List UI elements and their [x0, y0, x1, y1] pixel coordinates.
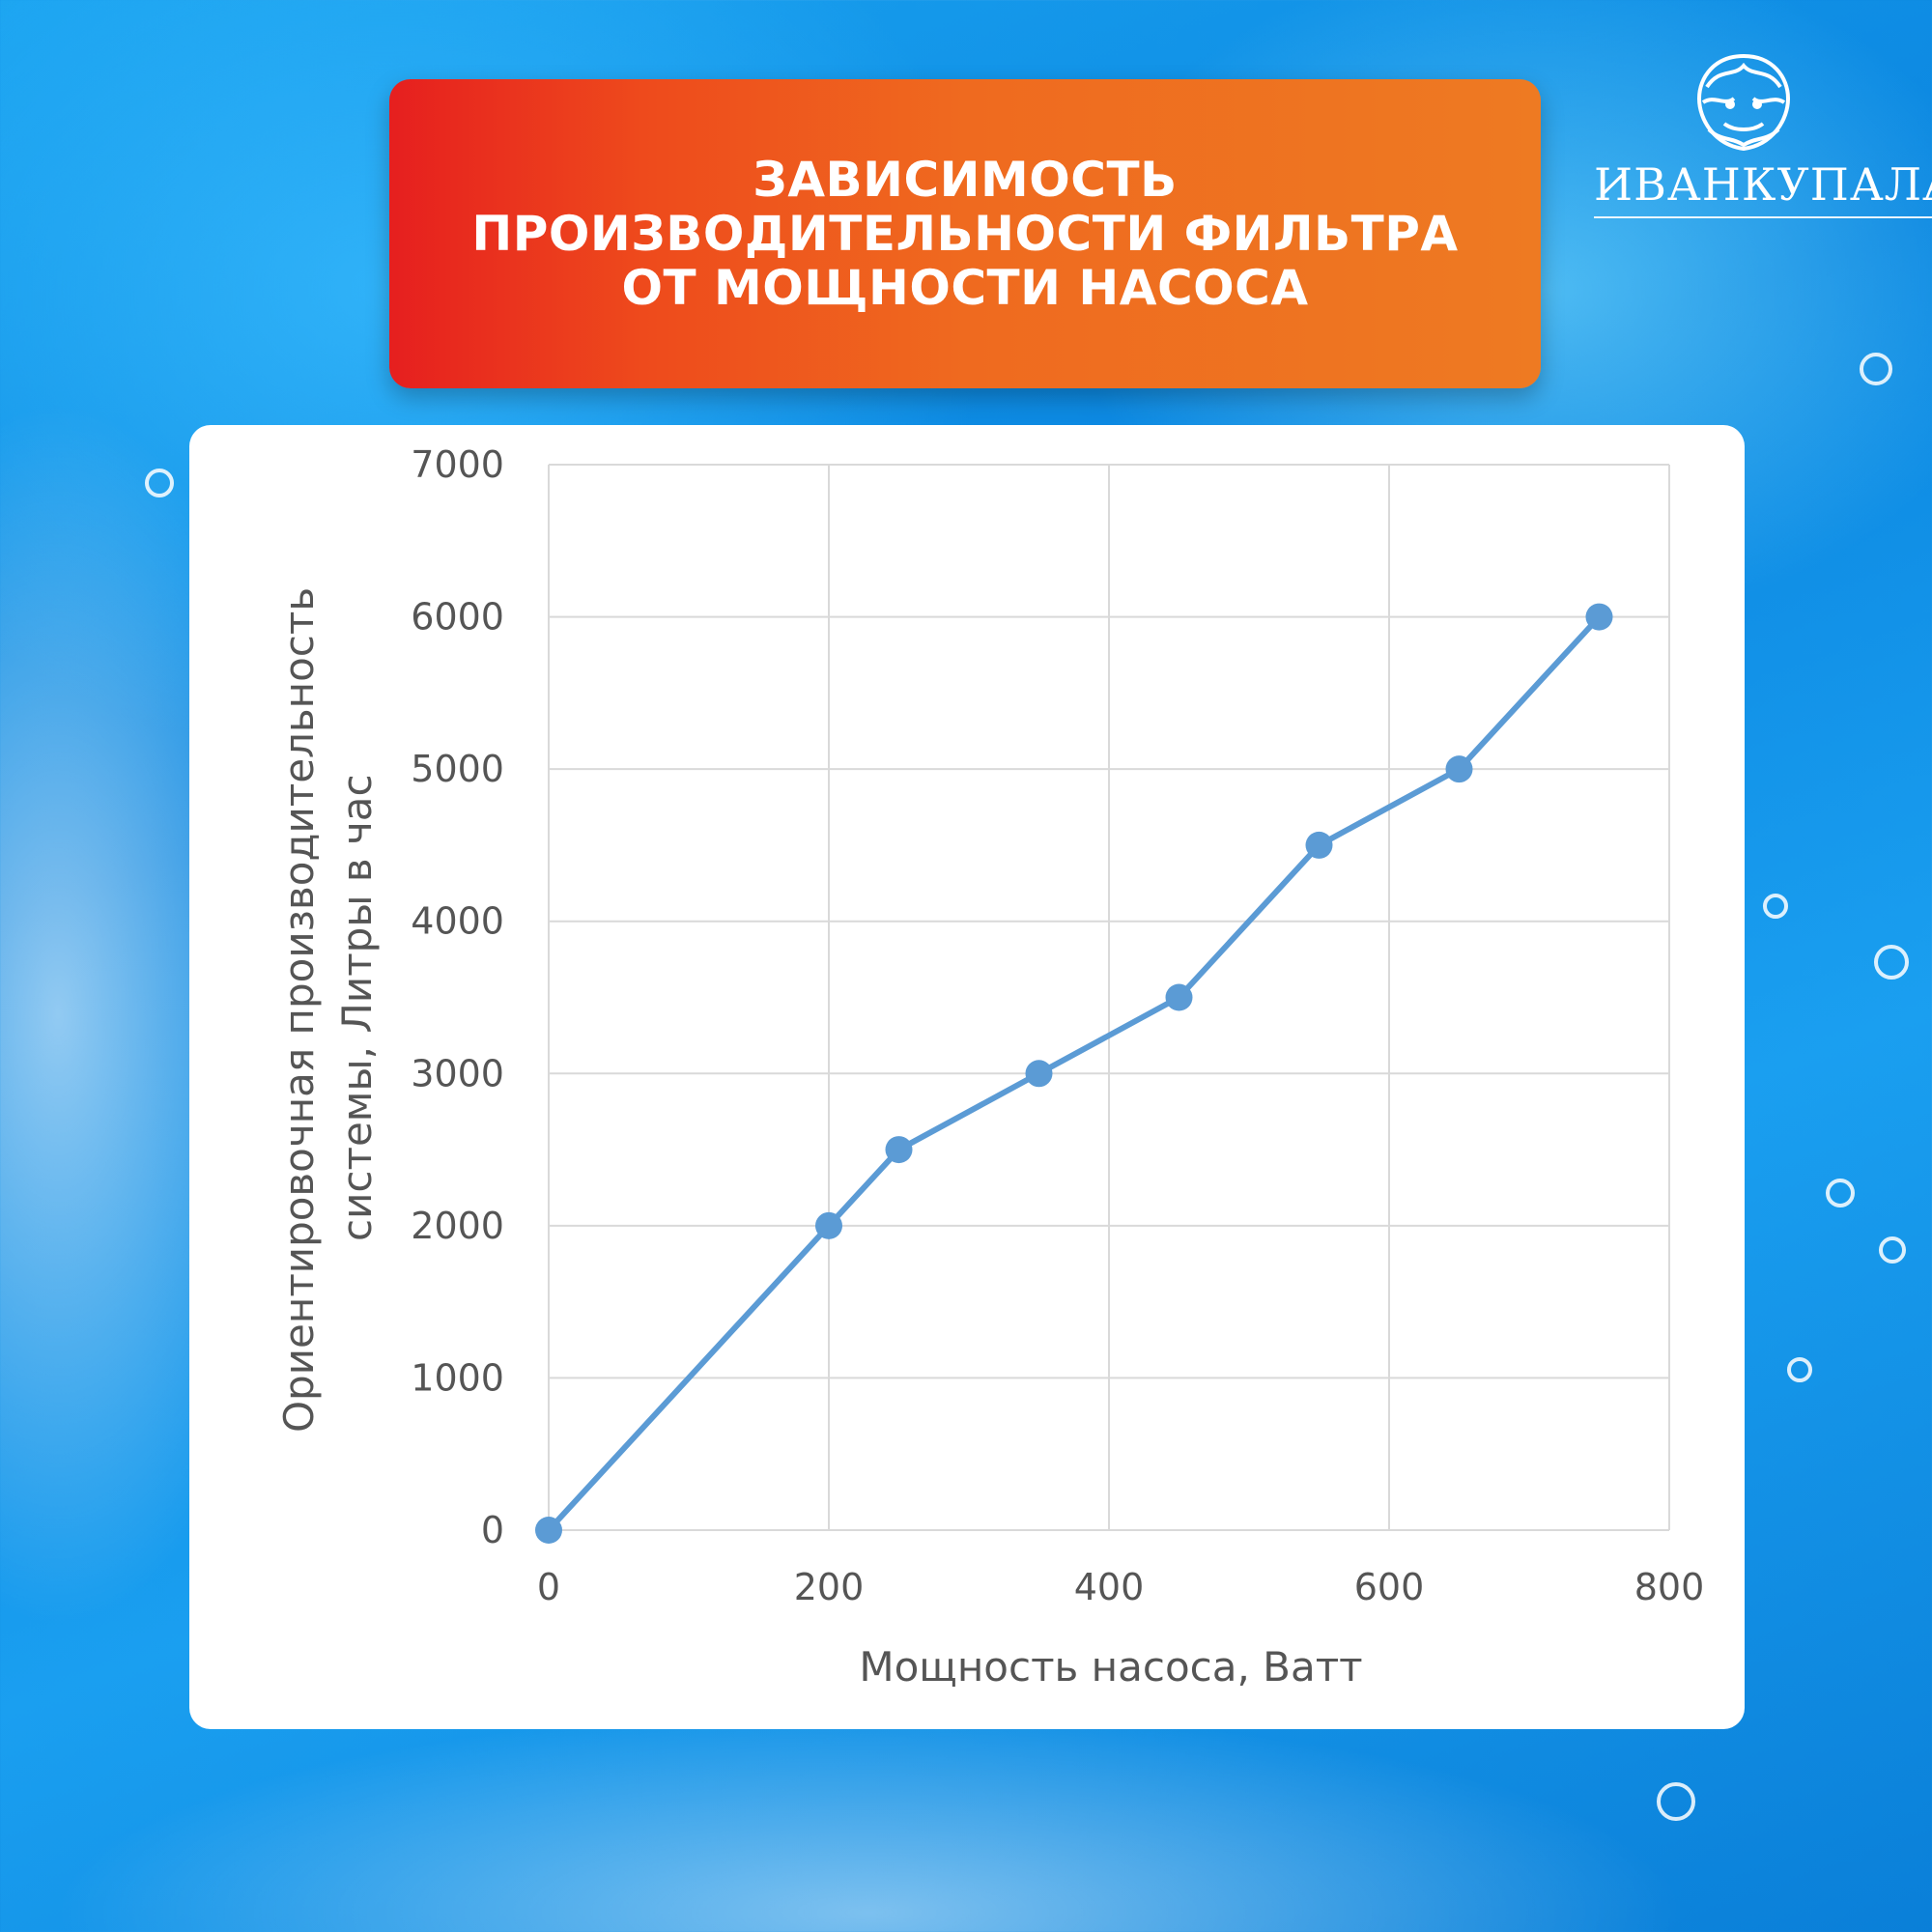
x-tick-label: 200 [794, 1566, 865, 1608]
water-bubble [1860, 353, 1892, 385]
y-tick-label: 1000 [411, 1356, 504, 1399]
x-tick-label: 0 [537, 1566, 560, 1608]
series-line [546, 614, 1602, 1533]
x-tick-label: 600 [1354, 1566, 1425, 1608]
data-point [1305, 831, 1333, 859]
water-bubble [1657, 1782, 1695, 1821]
line-chart: 0 1000 2000 3000 4000 5000 6000 7000 0 200 400 600… [275, 443, 1704, 1690]
x-axis-ticks: 0 200 400 600 800 [537, 1566, 1704, 1608]
title-banner: ЗАВИСИМОСТЬ ПРОИЗВОДИТЕЛЬНОСТИ ФИЛЬТРА О… [389, 79, 1541, 388]
y-tick-label: 4000 [411, 900, 504, 943]
y-axis-title: Ориентировочная производительность [275, 587, 323, 1433]
data-point [1025, 1060, 1053, 1088]
face-emblem-icon [1696, 53, 1791, 152]
y-tick-label: 0 [481, 1509, 504, 1551]
brand-logo: ИВАНКУПАЛА [1594, 48, 1932, 232]
data-point [1445, 755, 1473, 783]
water-bubble [1826, 1179, 1855, 1208]
water-bubble [1787, 1357, 1812, 1382]
water-bubble [1874, 945, 1909, 980]
water-bubble [1763, 894, 1788, 919]
grid-lines [548, 464, 1670, 1531]
data-point [1585, 603, 1613, 631]
y-axis-ticks: 0 1000 2000 3000 4000 5000 6000 7000 [411, 443, 504, 1551]
y-tick-label: 6000 [411, 596, 504, 639]
y-tick-label: 7000 [411, 443, 504, 486]
y-tick-label: 5000 [411, 748, 504, 790]
y-tick-label: 2000 [411, 1205, 504, 1247]
page-title: ЗАВИСИМОСТЬ ПРОИЗВОДИТЕЛЬНОСТИ ФИЛЬТРА О… [471, 152, 1459, 316]
water-bubble [1879, 1236, 1906, 1264]
x-tick-label: 800 [1634, 1566, 1705, 1608]
y-axis-title-line-2: системы, Литры в час [333, 774, 381, 1241]
data-point [885, 1136, 913, 1164]
data-point [815, 1211, 842, 1239]
x-axis-title: Мощность насоса, Ватт [859, 1643, 1362, 1690]
x-tick-label: 400 [1074, 1566, 1145, 1608]
y-axis-title-2: системы, Литры в час [333, 774, 381, 1241]
data-point [535, 1517, 562, 1544]
water-bubble [145, 469, 174, 497]
brand-name: ИВАНКУПАЛА [1594, 158, 1932, 218]
y-axis-title-line-1: Ориентировочная производительность [275, 587, 323, 1433]
chart-card: 0 1000 2000 3000 4000 5000 6000 7000 0 200 400 600… [189, 425, 1745, 1729]
data-point [1165, 983, 1193, 1011]
y-tick-label: 3000 [411, 1052, 504, 1094]
data-series [535, 603, 1613, 1544]
